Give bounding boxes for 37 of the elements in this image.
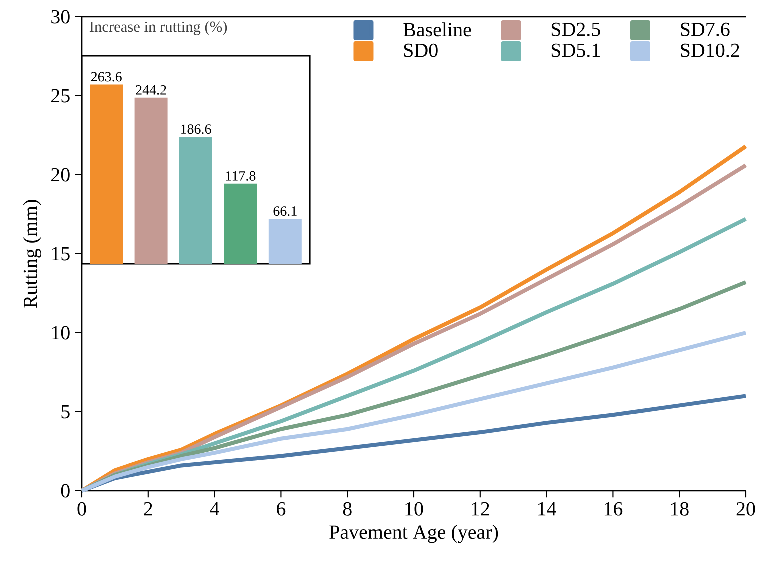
legend-label: SD10.2: [681, 44, 740, 58]
x-tick-label: 14: [538, 502, 556, 516]
x-tick-label: 4: [210, 502, 220, 516]
y-tick-label: 25: [52, 89, 70, 103]
bar: [90, 84, 124, 264]
bar: [134, 98, 168, 264]
bar: [224, 184, 258, 264]
y-tick-label: 5: [62, 405, 70, 419]
legend-label: SD7.6: [681, 22, 730, 36]
x-tick-label: 8: [343, 502, 352, 516]
y-tick-label: 15: [52, 247, 70, 261]
x-tick-label: 16: [604, 502, 623, 516]
x-tick-label: 18: [671, 502, 689, 516]
legend-label: SD2.5: [552, 22, 600, 36]
x-tick-label: 6: [277, 502, 286, 516]
x-axis-title: Pavement Age (year): [330, 525, 498, 544]
x-tick-label: 0: [78, 502, 86, 516]
data-label: 117.8: [226, 171, 256, 181]
chart-title: Increase in rutting (%): [90, 21, 228, 36]
data-label: 186.6: [181, 124, 212, 134]
y-tick-label: 10: [52, 326, 70, 340]
x-tick-label: 2: [144, 502, 152, 516]
data-label: 263.6: [91, 72, 122, 82]
legend-label: SD5.1: [552, 44, 600, 58]
legend-label: SD0: [404, 44, 438, 58]
y-axis-title: Rutting (mm): [23, 200, 42, 308]
x-tick-label: 12: [472, 502, 490, 516]
x-tick-label: 20: [736, 502, 756, 516]
data-label: 244.2: [136, 85, 166, 95]
y-tick-label: 30: [52, 10, 70, 24]
x-tick-label: 10: [406, 502, 424, 516]
y-tick-label: 20: [52, 168, 70, 182]
y-tick-label: 0: [61, 484, 70, 498]
bar: [268, 219, 302, 264]
legend-label: Baseline: [404, 22, 472, 37]
bar: [180, 137, 212, 264]
data-label: 66.1: [274, 206, 297, 216]
